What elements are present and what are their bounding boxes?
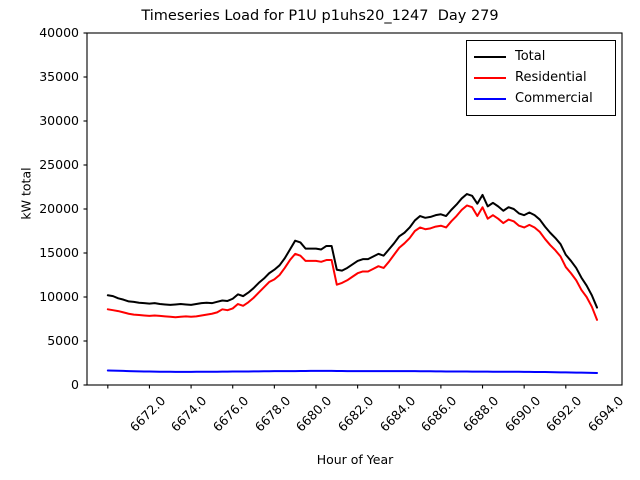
legend-item-residential: Residential xyxy=(474,67,608,88)
y-tick-label: 30000 xyxy=(39,113,79,128)
chart-legend: Total Residential Commercial xyxy=(466,40,616,116)
legend-label-residential: Residential xyxy=(515,70,587,85)
x-tick-marks xyxy=(107,385,567,389)
legend-label-total: Total xyxy=(515,49,546,64)
y-tick-marks xyxy=(83,32,87,386)
chart-title: Timeseries Load for P1U p1uhs20_1247 Day… xyxy=(141,8,499,24)
y-tick-label: 15000 xyxy=(39,245,79,260)
y-tick-label: 0 xyxy=(71,377,79,392)
series-line-residential xyxy=(106,204,599,321)
legend-swatch-commercial xyxy=(474,97,506,100)
legend-swatch-total xyxy=(474,55,506,58)
y-axis-label: kW total xyxy=(18,167,34,220)
y-tick-label: 20000 xyxy=(39,201,79,216)
y-tick-label: 40000 xyxy=(39,25,79,40)
series-line-commercial xyxy=(106,369,599,374)
series-lines xyxy=(106,193,599,374)
y-tick-label: 25000 xyxy=(39,157,79,172)
y-tick-label: 5000 xyxy=(47,333,79,348)
legend-swatch-residential xyxy=(474,76,506,79)
y-tick-label: 35000 xyxy=(39,69,79,84)
y-tick-label: 10000 xyxy=(39,289,79,304)
legend-item-total: Total xyxy=(474,46,608,67)
x-axis-label: Hour of Year xyxy=(316,452,394,467)
series-line-total xyxy=(106,193,599,309)
legend-label-commercial: Commercial xyxy=(515,91,593,106)
legend-item-commercial: Commercial xyxy=(474,88,608,109)
